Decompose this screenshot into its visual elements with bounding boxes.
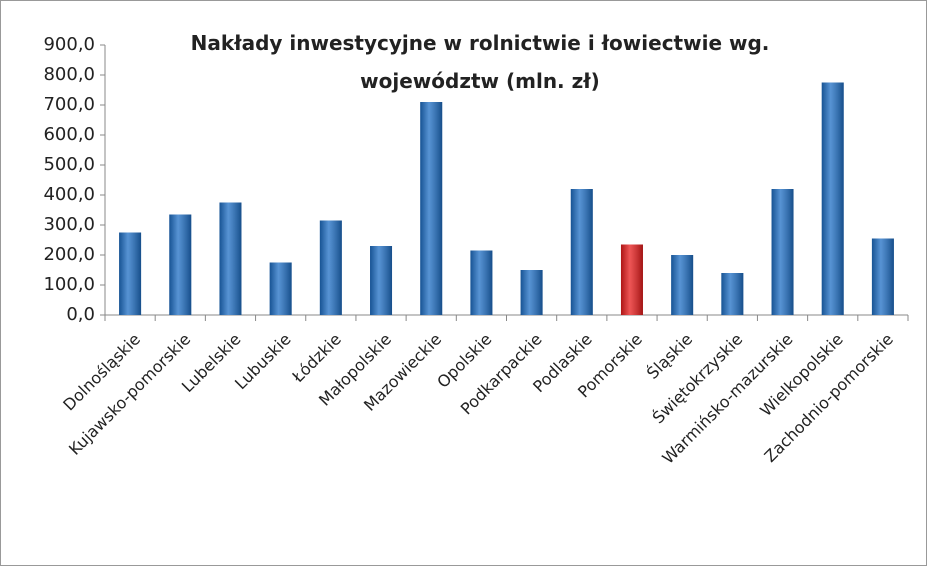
- y-tick-label: 200,0: [43, 244, 95, 265]
- bar-shade: [620, 244, 643, 315]
- chart-title: Nakłady inwestycyjne w rolnictwie i łowi…: [190, 31, 770, 93]
- bar-shade: [871, 238, 894, 315]
- y-tick-label: 700,0: [43, 94, 95, 115]
- y-tick-label: 800,0: [43, 64, 95, 85]
- y-tick-label: 900,0: [43, 34, 95, 55]
- bar-shade: [771, 189, 794, 315]
- bar-shade: [570, 189, 593, 315]
- y-tick-label: 300,0: [43, 214, 95, 235]
- x-tick-label: Świętokrzyskie: [649, 330, 747, 428]
- bar-shade: [370, 246, 393, 315]
- bar-shade: [671, 255, 694, 315]
- bar-shade: [821, 82, 844, 315]
- bar-shade: [470, 250, 493, 315]
- y-tick-label: 500,0: [43, 154, 95, 175]
- bar-shade: [119, 232, 142, 315]
- bar-shade: [269, 262, 292, 315]
- bar-shade: [420, 102, 443, 315]
- y-tick-label: 0,0: [66, 304, 95, 325]
- y-tick-label: 100,0: [43, 274, 95, 295]
- x-tick-label: Lubuskie: [231, 330, 295, 394]
- bar-shade: [169, 214, 192, 315]
- bar-shade: [520, 270, 543, 315]
- y-tick-label: 600,0: [43, 124, 95, 145]
- bar-shade: [721, 273, 744, 315]
- bar-shade: [319, 220, 342, 315]
- bar-shade: [219, 202, 242, 315]
- y-tick-label: 400,0: [43, 184, 95, 205]
